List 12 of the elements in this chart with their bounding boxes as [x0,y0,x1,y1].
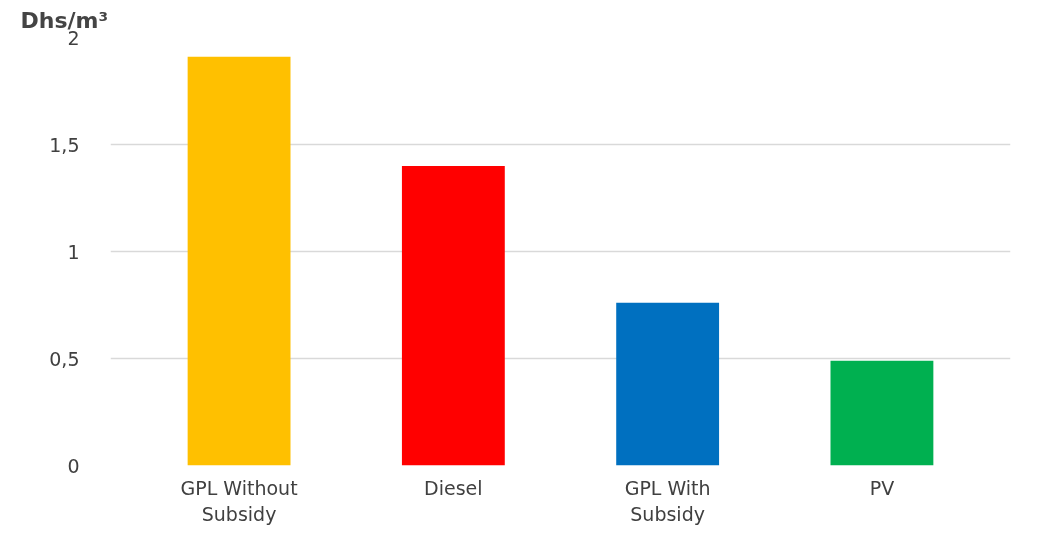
x-tick-label: Diesel [424,476,483,499]
bar [616,302,720,466]
bar [830,360,934,466]
y-tick-label: 1,5 [49,133,80,156]
x-tick-label: GPL With Subsidy [624,476,711,525]
y-tick-label: 0,5 [49,347,80,370]
bar [187,56,291,466]
y-tick-label: 0 [67,454,80,477]
x-tick-label: GPL Without Subsidy [180,476,298,525]
x-tick-label: PV [869,476,895,499]
bar [401,165,505,466]
y-tick-label: 1 [67,240,80,263]
